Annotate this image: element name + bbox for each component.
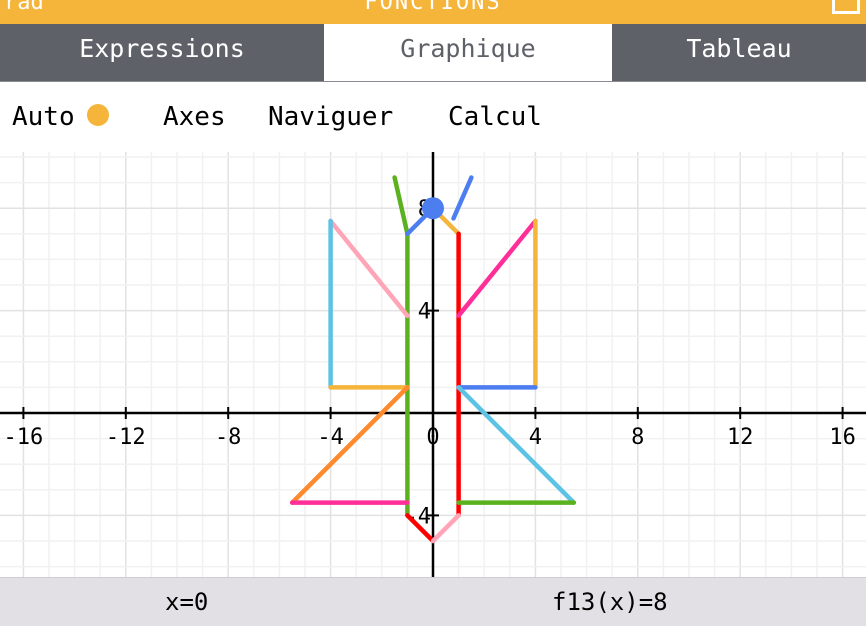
x-tick-label: 16 bbox=[829, 425, 856, 450]
tab-tableau[interactable]: Tableau bbox=[686, 34, 792, 63]
graph-toolbar: Auto Axes Naviguer Calcul bbox=[0, 82, 866, 152]
f-pink-wing-left bbox=[328, 218, 410, 318]
f-lightblue-lower-right-diag bbox=[456, 385, 577, 505]
f-orange-lower-left-diag bbox=[289, 385, 410, 505]
y-tick-label: 4 bbox=[418, 300, 431, 325]
x-tick-label: -16 bbox=[4, 425, 44, 450]
tab-expressions[interactable]: Expressions bbox=[79, 34, 245, 63]
x-tick-label: -12 bbox=[106, 425, 146, 450]
grid bbox=[0, 152, 866, 577]
axes bbox=[0, 152, 866, 577]
axes-button[interactable]: Axes bbox=[163, 102, 226, 132]
x-tick-label: 8 bbox=[631, 425, 644, 450]
f-pink-tail-right bbox=[430, 513, 461, 544]
cursor-x-value: x=0 bbox=[165, 588, 209, 616]
cursor bbox=[422, 197, 444, 220]
f-blue-left-wing bbox=[405, 211, 431, 237]
x-tick-label: 12 bbox=[727, 425, 754, 450]
graph-canvas[interactable]: -16-12-8-4048121684-4 bbox=[0, 152, 866, 577]
calc-button[interactable]: Calcul bbox=[448, 102, 542, 132]
auto-indicator-icon bbox=[86, 104, 109, 126]
x-tick-label: -4 bbox=[317, 425, 344, 450]
f-red-tail-left bbox=[405, 513, 436, 544]
cursor-function-value: f13(x)=8 bbox=[552, 588, 668, 616]
cursor-point bbox=[422, 197, 444, 220]
app-title: FONCTIONS bbox=[364, 0, 502, 15]
status-bar: rad FONCTIONS bbox=[0, 0, 866, 24]
f-blue-right-antenna bbox=[451, 175, 474, 221]
f-magenta-wing-right bbox=[456, 218, 538, 318]
x-tick-label: 0 bbox=[426, 425, 439, 450]
auto-button[interactable]: Auto bbox=[12, 102, 109, 132]
curves bbox=[289, 175, 577, 544]
auto-label: Auto bbox=[12, 102, 75, 132]
f-orange-head bbox=[435, 211, 461, 237]
angle-mode: rad bbox=[4, 0, 44, 15]
f-green-top bbox=[392, 175, 410, 237]
navigate-button[interactable]: Naviguer bbox=[268, 102, 394, 132]
x-tick-label: -8 bbox=[215, 425, 242, 450]
tick-labels: -16-12-8-4048121684-4 bbox=[4, 197, 856, 529]
x-tick-label: 4 bbox=[529, 425, 542, 450]
battery-icon bbox=[832, 0, 860, 14]
tab-graphique[interactable]: Graphique bbox=[324, 24, 612, 81]
cursor-info-bar: x=0 f13(x)=8 bbox=[0, 577, 866, 626]
tab-bar: Expressions Graphique Tableau bbox=[0, 24, 866, 82]
